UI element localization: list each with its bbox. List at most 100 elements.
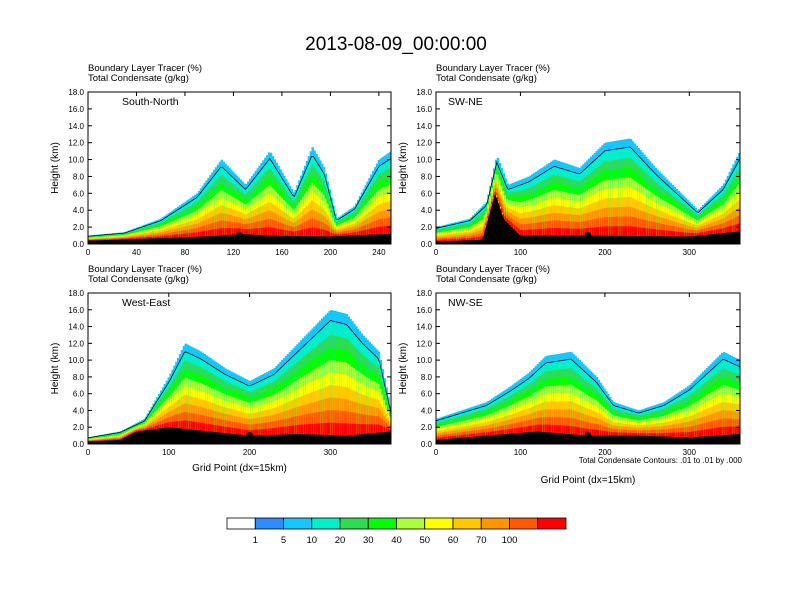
tracer-cell	[724, 227, 728, 233]
tracer-cell	[487, 216, 490, 219]
tracer-cell	[355, 232, 358, 236]
tracer-cell	[489, 208, 492, 212]
plot-frame	[87, 292, 392, 445]
tracer-cell	[269, 219, 273, 236]
tracer-cell	[360, 230, 364, 235]
tracer-cell	[618, 226, 621, 236]
tracer-cell	[383, 426, 386, 433]
tracer-cell	[220, 227, 224, 236]
tracer-cell	[133, 431, 136, 433]
tracer-cell	[345, 233, 349, 236]
tracer-cell	[158, 236, 161, 239]
tracer-cell	[565, 228, 568, 236]
tracer-cell	[722, 227, 726, 233]
tracer-cell	[243, 429, 246, 436]
tracer-cell	[116, 238, 119, 240]
tracer-cell	[205, 423, 208, 432]
tracer-cell	[201, 231, 205, 237]
tracer-cell	[648, 228, 652, 237]
tracer-cell	[479, 236, 483, 240]
tracer-cell	[292, 231, 296, 236]
tracer-cell	[475, 237, 479, 240]
tracer-cell	[184, 233, 188, 238]
tracer-cell	[175, 234, 178, 238]
tracer-cell	[498, 202, 502, 207]
tracer-cell	[443, 239, 447, 242]
tracer-cell	[610, 226, 614, 236]
tracer-cell	[360, 424, 364, 435]
tracer-cell	[508, 220, 511, 225]
tracer-cell	[527, 229, 530, 236]
tracer-cell	[182, 420, 186, 429]
tracer-cell	[271, 428, 275, 435]
tracer-cell	[586, 228, 589, 236]
tracer-cell	[555, 228, 559, 236]
tracer-cell	[169, 235, 172, 238]
tracer-cell	[441, 238, 445, 242]
tracer-cell	[231, 427, 235, 434]
tracer-cell	[671, 231, 675, 237]
tracer-cell	[334, 422, 337, 436]
tracer-cell	[319, 423, 322, 435]
tracer-cell	[650, 221, 654, 237]
tracer-cell	[347, 423, 350, 436]
tracer-cell	[483, 229, 486, 233]
tracer-cell	[161, 235, 165, 239]
tracer-cell	[101, 239, 104, 241]
tracer-cell	[99, 440, 102, 441]
tracer-cell	[127, 434, 131, 436]
tracer-cell	[439, 239, 443, 242]
tracer-cell	[250, 228, 254, 235]
tracer-cell	[462, 238, 466, 241]
tracer-cell	[324, 422, 328, 435]
tracer-cell	[322, 411, 326, 435]
tracer-cell	[345, 423, 349, 436]
tracer-cell	[569, 221, 572, 236]
x-tick-label: 0	[86, 248, 91, 257]
tracer-field	[88, 147, 391, 241]
condensate-contour	[88, 320, 391, 439]
tracer-cell	[368, 223, 371, 235]
tracer-cell	[436, 239, 439, 242]
tracer-cell	[364, 424, 367, 434]
tracer-cell	[381, 226, 385, 235]
tracer-cell	[220, 220, 224, 236]
tracer-cell	[301, 229, 305, 237]
tracer-cell	[239, 228, 242, 234]
tracer-cell	[97, 439, 100, 441]
x-tick-label: 240	[372, 248, 386, 257]
tracer-cell	[472, 237, 475, 241]
tracer-cell	[437, 437, 441, 440]
tracer-cell	[496, 192, 500, 202]
tracer-cell	[108, 438, 112, 441]
y-tick-label: 16.0	[68, 306, 84, 315]
tracer-cell	[139, 236, 142, 239]
tracer-cell	[216, 228, 220, 236]
tracer-cell	[283, 426, 286, 435]
tracer-cell	[224, 228, 227, 236]
tracer-cell	[205, 230, 208, 237]
condensate-contour	[88, 156, 391, 237]
tracer-cell	[726, 226, 730, 233]
tracer-cell	[267, 428, 271, 435]
tracer-cell	[275, 228, 278, 236]
tracer-cell	[597, 226, 600, 236]
tracer-cell	[127, 238, 131, 240]
tracer-cell	[593, 227, 597, 236]
tracer-cell	[519, 229, 523, 236]
tracer-cell	[311, 413, 314, 435]
panel-label-line: Total Condensate (g/kg)	[88, 274, 189, 285]
tracer-cell	[372, 228, 375, 235]
x-tick-label: 300	[683, 248, 697, 257]
tracer-cell	[343, 231, 347, 236]
tracer-cell	[624, 226, 627, 236]
tracer-cell	[300, 223, 303, 236]
tracer-cell	[307, 424, 311, 435]
tracer-cell	[513, 220, 517, 230]
tracer-cell	[173, 234, 176, 238]
tracer-cell	[515, 226, 519, 232]
tracer-cell	[129, 238, 133, 240]
tracer-cell	[504, 212, 507, 221]
tracer-cell	[341, 423, 345, 436]
tracer-cell	[120, 437, 123, 440]
